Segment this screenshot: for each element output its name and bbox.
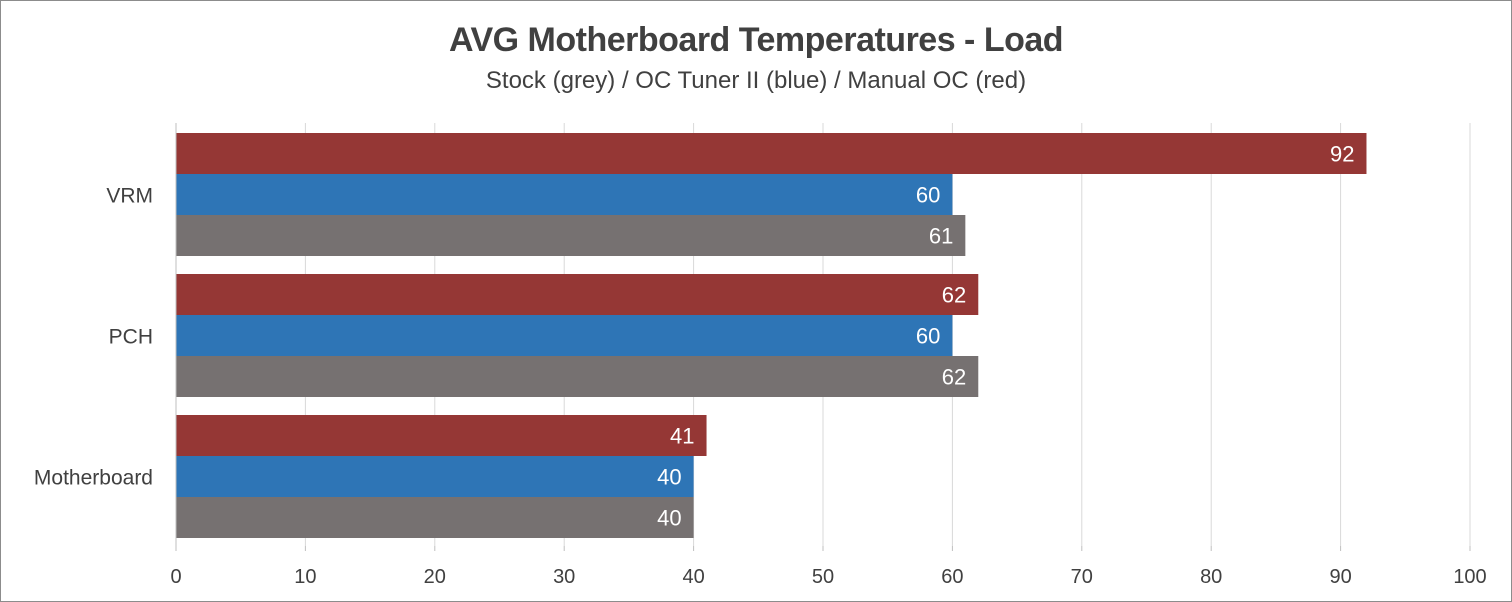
bar-vrm-oc-tuner-ii (176, 174, 953, 215)
x-tick-label-100: 100 (1453, 566, 1486, 588)
chart-title: AVG Motherboard Temperatures - Load (448, 21, 1064, 59)
x-tick-label-70: 70 (1071, 566, 1093, 588)
x-tick-label-80: 80 (1200, 566, 1222, 588)
data-label-motherboard-oc-tuner-ii: 40 (657, 465, 681, 490)
bar-vrm-stock (176, 215, 966, 256)
data-label-vrm-oc-tuner-ii: 60 (916, 183, 940, 208)
bar-vrm-manual-oc (176, 133, 1367, 174)
x-tick-label-50: 50 (812, 566, 834, 588)
bar-motherboard-oc-tuner-ii (176, 456, 694, 497)
bar-motherboard-stock (176, 497, 694, 538)
x-tick-label-10: 10 (294, 566, 316, 588)
category-label-vrm: VRM (106, 185, 153, 208)
x-tick-label-60: 60 (941, 566, 963, 588)
data-label-pch-manual-oc: 62 (942, 283, 966, 308)
x-tick-label-30: 30 (553, 566, 575, 588)
data-label-pch-stock: 62 (942, 365, 966, 390)
x-tick-label-90: 90 (1329, 566, 1351, 588)
bar-pch-stock (176, 356, 979, 397)
bar-pch-oc-tuner-ii (176, 315, 953, 356)
data-label-pch-oc-tuner-ii: 60 (916, 324, 940, 349)
bar-motherboard-manual-oc (176, 415, 707, 456)
x-tick-label-0: 0 (170, 566, 181, 588)
category-label-pch: PCH (109, 326, 153, 349)
category-label-motherboard: Motherboard (34, 467, 153, 490)
data-label-motherboard-manual-oc: 41 (670, 424, 694, 449)
x-tick-label-40: 40 (682, 566, 704, 588)
data-label-vrm-manual-oc: 92 (1330, 142, 1354, 167)
bar-pch-manual-oc (176, 274, 979, 315)
chart-subtitle: Stock (grey) / OC Tuner II (blue) / Manu… (485, 67, 1027, 94)
x-tick-label-20: 20 (424, 566, 446, 588)
data-label-vrm-stock: 61 (929, 224, 953, 249)
data-label-motherboard-stock: 40 (657, 506, 681, 531)
